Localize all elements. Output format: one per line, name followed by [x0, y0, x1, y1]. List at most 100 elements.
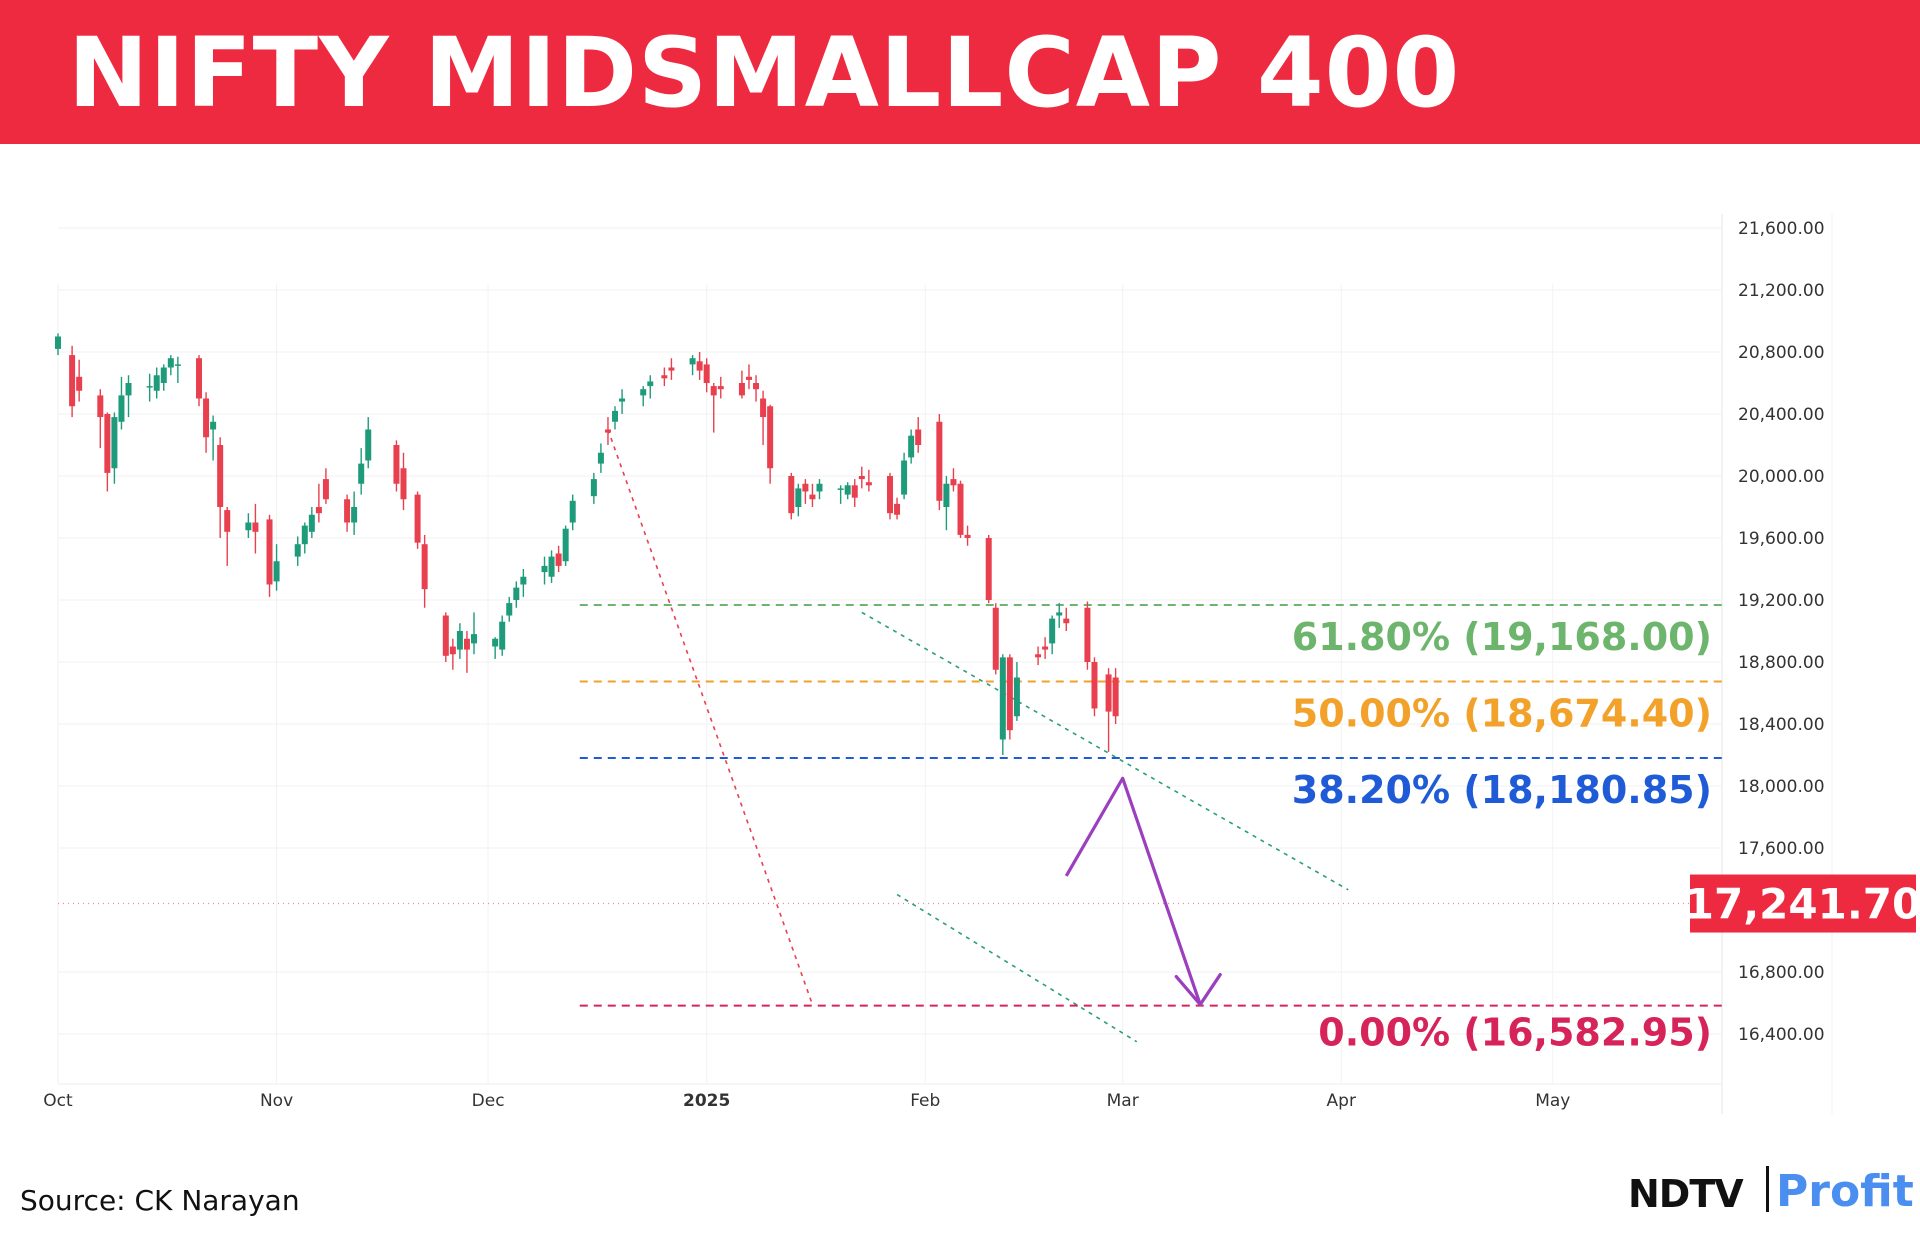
candle-body — [865, 482, 872, 486]
candle-29 — [358, 448, 365, 495]
y-axis: 21,600.00 21,200.00 20,800.00 20,400.00 20,0… — [1738, 219, 1825, 1045]
fib-label-0: 61.80% (19,168.00) — [1292, 615, 1712, 659]
chart-title: NIFTY MIDSMALLCAP 400 — [68, 17, 1461, 129]
x-tick-label-7: May — [1535, 1091, 1570, 1111]
candle-48 — [562, 525, 569, 566]
candle-83 — [915, 417, 922, 453]
candle-body — [55, 336, 61, 349]
candle-62 — [710, 383, 717, 433]
candle-body — [160, 367, 167, 383]
candlestick-chart: 21,600.00 21,200.00 20,800.00 20,400.00 20,0… — [43, 214, 1920, 1114]
candle-body — [463, 638, 470, 650]
candle-55 — [640, 386, 647, 407]
candles — [55, 333, 1119, 755]
candle-2 — [76, 359, 83, 402]
candle-body — [647, 381, 654, 387]
candle-body — [492, 638, 499, 647]
candle-body — [400, 468, 407, 500]
y-tick-label-1: 21,200.00 — [1738, 281, 1825, 301]
descending-trendline — [607, 429, 814, 1005]
candle-12 — [174, 356, 181, 383]
candle-body — [887, 476, 893, 514]
y-tick-label-8: 18,400.00 — [1738, 715, 1825, 735]
candle-body — [308, 514, 315, 532]
brand-ndtv: NDTV — [1628, 1172, 1744, 1216]
candle-43 — [513, 581, 520, 608]
candle-58 — [668, 358, 675, 380]
x-tick-label-0: Oct — [43, 1091, 73, 1111]
x-tick-label-2: Dec — [472, 1091, 505, 1111]
candle-85 — [943, 476, 950, 531]
candle-body — [894, 503, 901, 515]
candle-body — [689, 358, 696, 365]
candle-body — [788, 476, 795, 514]
candle-71 — [802, 479, 809, 504]
candle-13 — [196, 355, 203, 407]
candle-39 — [471, 612, 477, 655]
candle-body — [760, 398, 767, 418]
x-tick-label-6: Apr — [1327, 1091, 1356, 1111]
candle-73 — [816, 479, 823, 500]
candle-88 — [964, 525, 971, 546]
candle-body — [344, 499, 351, 523]
candle-body — [146, 386, 153, 388]
candle-body — [153, 375, 160, 391]
candle-body — [252, 522, 259, 532]
candle-102 — [1112, 668, 1119, 724]
candle-body — [908, 435, 915, 458]
candle-80 — [894, 497, 901, 520]
candle-14 — [203, 392, 210, 453]
x-tick-label-3: 2025 — [683, 1091, 730, 1111]
candle-body — [985, 538, 992, 600]
candle-93 — [1013, 662, 1020, 721]
candle-35 — [442, 612, 449, 662]
candle-10 — [160, 364, 167, 391]
candle-26 — [322, 468, 329, 504]
fib-label-3: 0.00% (16,582.95) — [1318, 1011, 1712, 1055]
candle-body — [351, 507, 358, 523]
candle-36 — [449, 638, 456, 670]
candle-69 — [788, 472, 795, 520]
candle-body — [703, 364, 710, 383]
candle-81 — [901, 452, 908, 500]
candle-65 — [745, 364, 752, 390]
candle-23 — [301, 522, 308, 554]
x-axis: Oct Nov Dec 2025 Feb Mar Apr May — [43, 1091, 1570, 1111]
candle-body — [118, 395, 125, 422]
candle-body — [668, 367, 675, 371]
candle-5 — [111, 412, 118, 484]
candle-37 — [456, 623, 463, 659]
candle-body — [590, 479, 597, 497]
candle-87 — [957, 480, 964, 538]
candle-body — [1084, 607, 1091, 662]
candle-15 — [210, 415, 217, 461]
candle-body — [548, 556, 555, 577]
candle-body — [294, 544, 301, 557]
candle-89 — [985, 534, 992, 604]
candle-46 — [548, 550, 555, 583]
candle-70 — [795, 483, 802, 517]
source-note: Source: CK Narayan — [20, 1184, 300, 1217]
candle-body — [203, 398, 210, 438]
last-price-box — [1690, 874, 1916, 933]
candle-body — [640, 389, 647, 396]
candle-75 — [844, 482, 851, 500]
candle-body — [125, 383, 132, 396]
channel-upper-line — [861, 611, 1349, 891]
candle-body — [1049, 618, 1056, 644]
y-tick-label-9: 18,000.00 — [1738, 777, 1825, 797]
candle-68 — [767, 404, 774, 484]
candle-66 — [753, 375, 760, 402]
candle-64 — [738, 370, 745, 399]
candle-body — [999, 657, 1006, 740]
candle-9 — [153, 367, 160, 399]
candle-100 — [1091, 657, 1098, 717]
candle-67 — [760, 390, 767, 445]
candle-82 — [908, 429, 915, 464]
candle-54 — [619, 389, 626, 414]
candle-63 — [717, 376, 724, 399]
candle-74 — [837, 485, 844, 504]
candle-32 — [400, 452, 407, 511]
candle-body — [1091, 662, 1098, 709]
candle-96 — [1049, 615, 1056, 655]
